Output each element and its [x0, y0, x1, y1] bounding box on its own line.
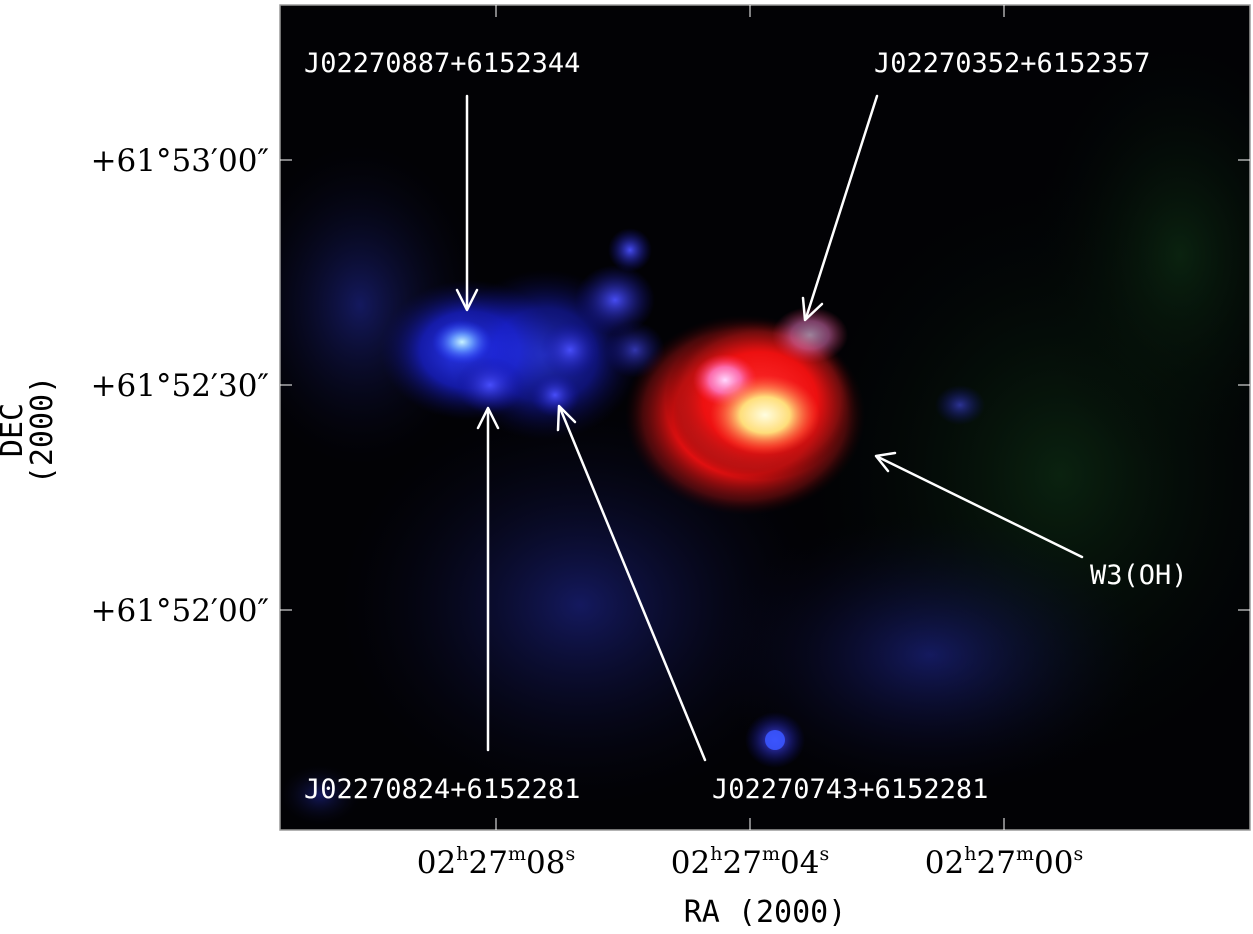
- sky-image: [280, 5, 1250, 830]
- arrow-s5: [874, 451, 1084, 559]
- y-axis-label: DEC (2000): [0, 375, 60, 485]
- arrow-s1: [455, 94, 479, 312]
- source-label-s5: W3(OH): [1090, 560, 1188, 591]
- dec-tick-label: +61°52′30″: [90, 368, 269, 404]
- arrow-s2: [801, 94, 879, 322]
- arrow-s3: [476, 406, 500, 752]
- ra-ticks: [495, 5, 1005, 830]
- sky-image-render: [280, 5, 1250, 830]
- ra-tick-label: 02h27m00s: [924, 843, 1084, 881]
- dec-ticks: [280, 159, 1250, 611]
- x-axis-label: RA (2000): [683, 895, 847, 930]
- ra-tick-label: 02h27m04s: [670, 843, 830, 881]
- source-label-s2: J02270352+6152357: [874, 48, 1151, 79]
- source-label-s4: J02270743+6152281: [712, 774, 989, 805]
- plot-frame: [279, 4, 1251, 831]
- source-label-s1: J02270887+6152344: [304, 48, 581, 79]
- dec-tick-label: +61°53′00″: [90, 143, 269, 179]
- dec-tick-label: +61°52′00″: [90, 593, 269, 629]
- ra-tick-label: 02h27m08s: [416, 843, 576, 881]
- arrow-s4: [556, 404, 707, 762]
- source-label-s3: J02270824+6152281: [304, 774, 581, 805]
